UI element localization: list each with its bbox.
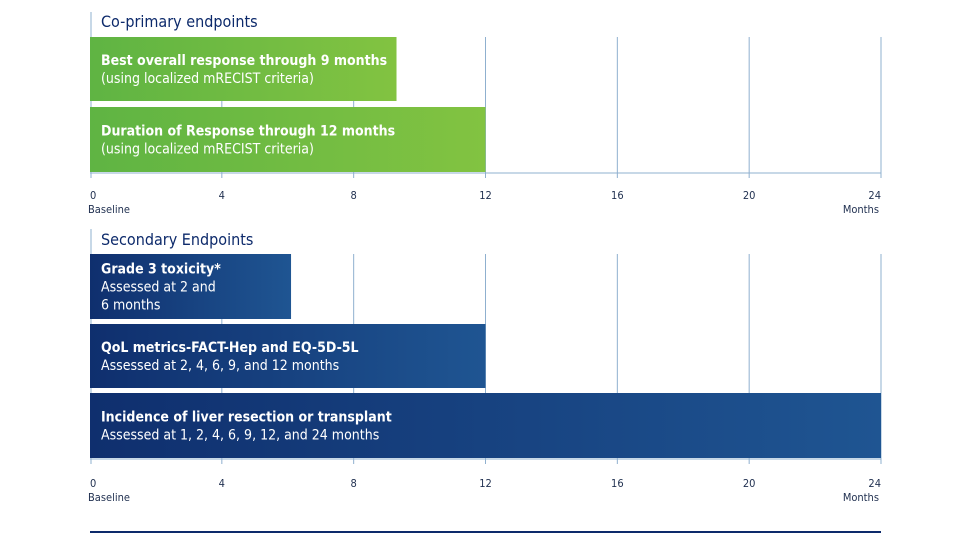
x-tick-label: 12	[479, 477, 492, 490]
x-tick-label: 8	[351, 477, 357, 490]
endpoint-sublabel: (using localized mRECIST criteria)	[101, 71, 314, 87]
endpoint-label: Best overall response through 9 months	[101, 53, 387, 69]
endpoint-label: Incidence of liver resection or transpla…	[101, 410, 392, 426]
x-tick-label: 24	[868, 477, 881, 490]
x-tick-label: 8	[351, 189, 357, 202]
endpoint-bar	[90, 254, 292, 319]
endpoint-label: Duration of Response through 12 months	[101, 124, 395, 140]
x-tick-label: 16	[611, 477, 624, 490]
x-tick-label: 20	[743, 477, 756, 490]
x-end-label: Months	[843, 203, 879, 216]
secondary-panel: Secondary Endpoints 0 4 8 12 16 20 24 Baseline Mo…	[88, 229, 882, 504]
endpoint-label: Grade 3 toxicity*	[101, 262, 221, 278]
endpoint-label: QoL metrics-FACT-Hep and EQ-5D-5L	[101, 340, 359, 356]
endpoint-sublabel: Assessed at 2 and	[101, 280, 216, 296]
endpoint-bar	[90, 393, 881, 458]
co-primary-panel: Co-primary endpoints 0 4 8 12 16 20 24 Baseline M…	[88, 12, 882, 216]
endpoint-sublabel: Assessed at 1, 2, 4, 6, 9, 12, and 24 mo…	[101, 428, 379, 444]
x-tick-label: 12	[479, 189, 492, 202]
endpoint-sublabel: Assessed at 2, 4, 6, 9, and 12 months	[101, 358, 339, 374]
x-tick-label: 24	[868, 189, 881, 202]
x-tick-label: 0	[90, 477, 96, 490]
x-tick-label: 20	[743, 189, 756, 202]
x-end-label: Months	[843, 491, 879, 504]
section-title: Secondary Endpoints	[101, 230, 253, 249]
x-start-label: Baseline	[88, 491, 130, 504]
section-title: Co-primary endpoints	[101, 12, 258, 31]
endpoint-bar	[90, 37, 397, 101]
endpoint-bar	[90, 324, 486, 388]
x-tick-label: 4	[219, 189, 225, 202]
endpoint-sublabel: 6 months	[101, 298, 160, 314]
x-tick-label: 16	[611, 189, 624, 202]
endpoint-sublabel: (using localized mRECIST criteria)	[101, 142, 314, 158]
endpoint-bar	[90, 107, 486, 172]
x-tick-label: 4	[219, 477, 225, 490]
x-tick-label: 0	[90, 189, 96, 202]
x-start-label: Baseline	[88, 203, 130, 216]
